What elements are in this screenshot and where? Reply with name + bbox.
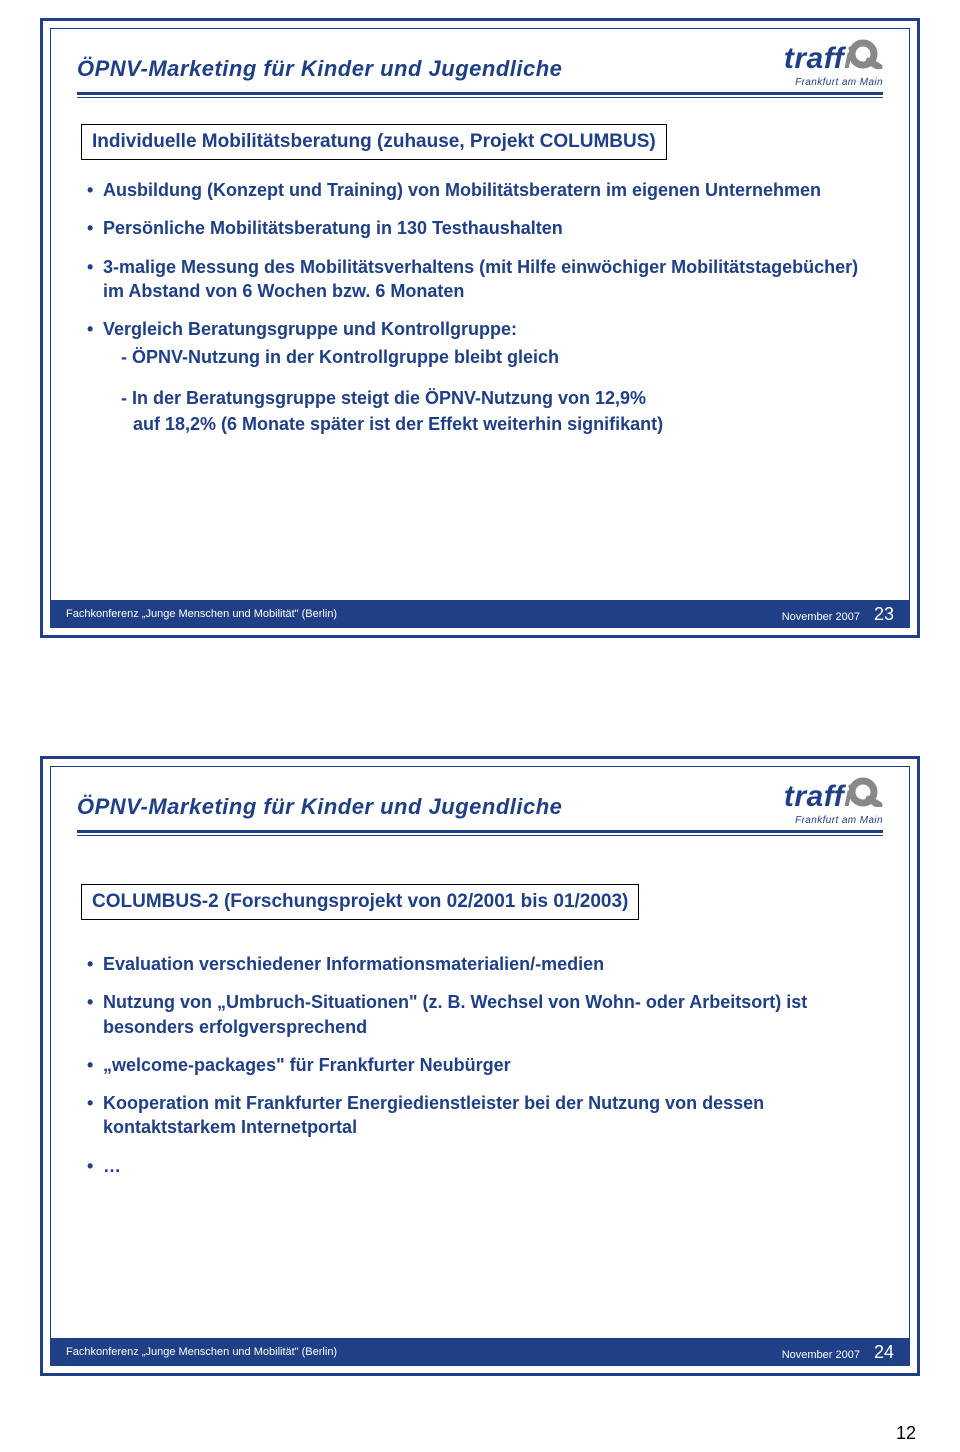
content-box-title: Individuelle Mobilitätsberatung (zuhause…	[81, 124, 667, 160]
list-item: Kooperation mit Frankfurter Energiediens…	[87, 1091, 879, 1140]
logo-wordmark: traffi	[784, 39, 883, 75]
slide-content: Individuelle Mobilitätsberatung (zuhause…	[77, 124, 883, 436]
slide-24-outer-border: ÖPNV-Marketing für Kinder und Jugendlich…	[40, 756, 920, 1376]
footer-left-text: Fachkonferenz „Junge Menschen und Mobili…	[66, 608, 337, 620]
slide-24-inner: ÖPNV-Marketing für Kinder und Jugendlich…	[50, 766, 910, 1366]
slide-title: ÖPNV-Marketing für Kinder und Jugendlich…	[77, 56, 562, 82]
header-rule	[77, 830, 883, 836]
bullet-text: „welcome-packages" für Frankfurter Neubü…	[103, 1055, 511, 1075]
logo-subtitle: Frankfurt am Main	[784, 815, 883, 826]
list-item: Nutzung von „Umbruch-Situationen" (z. B.…	[87, 990, 879, 1039]
bullet-list: Evaluation verschiedener Informationsmat…	[81, 952, 879, 1178]
logo-text-i: i	[844, 782, 853, 812]
handout-page-bottom: ÖPNV-Marketing für Kinder und Jugendlich…	[0, 726, 960, 1452]
footer-right: November 2007 23	[782, 604, 894, 625]
slide-content: COLUMBUS-2 (Forschungsprojekt von 02/200…	[77, 884, 883, 1178]
list-item: 3-malige Messung des Mobilitätsverhalten…	[87, 255, 879, 304]
list-item: Persönliche Mobilitätsberatung in 130 Te…	[87, 216, 879, 240]
bullet-text: Evaluation verschiedener Informationsmat…	[103, 954, 604, 974]
bullet-text: 3-malige Messung des Mobilitätsverhalten…	[103, 257, 858, 301]
footer-left-text: Fachkonferenz „Junge Menschen und Mobili…	[66, 1346, 337, 1358]
sub-line: - In der Beratungsgruppe steigt die ÖPNV…	[121, 386, 879, 410]
footer-right: November 2007 24	[782, 1342, 894, 1363]
list-item: Ausbildung (Konzept und Training) von Mo…	[87, 178, 879, 202]
sub-line: auf 18,2% (6 Monate später ist der Effek…	[133, 412, 879, 436]
sub-line: - ÖPNV-Nutzung in der Kontrollgruppe ble…	[121, 345, 879, 369]
list-item: …	[87, 1154, 879, 1178]
logo-text-i: i	[844, 44, 853, 74]
slide-header: ÖPNV-Marketing für Kinder und Jugendlich…	[77, 39, 883, 88]
slide-23-outer-border: ÖPNV-Marketing für Kinder und Jugendlich…	[40, 18, 920, 638]
bullet-text: Kooperation mit Frankfurter Energiediens…	[103, 1093, 764, 1137]
logo-q-icon	[849, 777, 883, 813]
bullet-text: …	[103, 1156, 121, 1176]
slide-title: ÖPNV-Marketing für Kinder und Jugendlich…	[77, 794, 562, 820]
list-item: Evaluation verschiedener Informationsmat…	[87, 952, 879, 976]
footer-page-number: 24	[874, 1342, 894, 1363]
bullet-list: Ausbildung (Konzept und Training) von Mo…	[81, 178, 879, 436]
slide-header: ÖPNV-Marketing für Kinder und Jugendlich…	[77, 777, 883, 826]
bullet-text: Persönliche Mobilitätsberatung in 130 Te…	[103, 218, 563, 238]
logo-subtitle: Frankfurt am Main	[784, 77, 883, 88]
header-rule	[77, 92, 883, 98]
bullet-text: Nutzung von „Umbruch-Situationen" (z. B.…	[103, 992, 807, 1036]
bullet-text: Vergleich Beratungsgruppe und Kontrollgr…	[103, 319, 517, 339]
list-item: „welcome-packages" für Frankfurter Neubü…	[87, 1053, 879, 1077]
logo-text-traff: traff	[784, 780, 844, 813]
footer-date: November 2007	[782, 611, 860, 623]
bullet-text: Ausbildung (Konzept und Training) von Mo…	[103, 180, 821, 200]
slide-23-inner: ÖPNV-Marketing für Kinder und Jugendlich…	[50, 28, 910, 628]
logo-text-traff: traff	[784, 42, 844, 75]
list-item: Vergleich Beratungsgruppe und Kontrollgr…	[87, 317, 879, 436]
footer-date: November 2007	[782, 1349, 860, 1361]
traffiq-logo: traffi Frankfurt am Main	[784, 39, 883, 88]
logo-wordmark: traffi	[784, 777, 883, 813]
traffiq-logo: traffi Frankfurt am Main	[784, 777, 883, 826]
handout-page-number: 12	[896, 1423, 916, 1444]
footer-page-number: 23	[874, 604, 894, 625]
logo-q-icon	[849, 39, 883, 75]
handout-page-top: ÖPNV-Marketing für Kinder und Jugendlich…	[0, 0, 960, 726]
content-box-title: COLUMBUS-2 (Forschungsprojekt von 02/200…	[81, 884, 639, 920]
slide-footer: Fachkonferenz „Junge Menschen und Mobili…	[50, 1338, 910, 1366]
slide-footer: Fachkonferenz „Junge Menschen und Mobili…	[50, 600, 910, 628]
